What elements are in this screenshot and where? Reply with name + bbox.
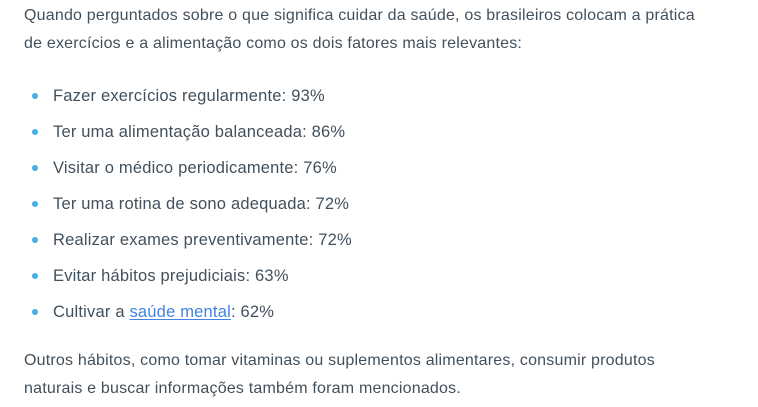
list-item: Ter uma alimentação balanceada: 86% [24, 122, 734, 142]
bullet-dot-icon [32, 237, 38, 243]
list-item-text: Ter uma alimentação balanceada: 86% [53, 123, 346, 141]
list-item-text: Ter uma rotina de sono adequada: 72% [53, 195, 350, 213]
bullet-dot-icon [32, 201, 38, 207]
health-factors-list: Fazer exercícios regularmente: 93% Ter um… [24, 86, 734, 322]
bullet-dot-icon [32, 129, 38, 135]
list-item: Ter uma rotina de sono adequada: 72% [24, 194, 734, 214]
intro-paragraph: Quando perguntados sobre o que significa… [24, 7, 695, 52]
list-item: Visitar o médico periodicamente: 76% [24, 158, 734, 178]
list-item: Cultivar a saúde mental: 62% [24, 302, 734, 322]
list-item-text: Cultivar a saúde mental: 62% [53, 303, 275, 321]
bullet-dot-icon [32, 273, 38, 279]
list-item-text: Realizar exames preventivamente: 72% [53, 231, 352, 249]
bullet-dot-icon [32, 309, 38, 315]
closing-paragraph: Outros hábitos, como tomar vitaminas ou … [24, 352, 655, 397]
list-item-text: Fazer exercícios regularmente: 93% [53, 87, 325, 105]
bullet-dot-icon [32, 93, 38, 99]
bullet-dot-icon [32, 165, 38, 171]
list-item: Evitar hábitos prejudiciais: 63% [24, 266, 734, 286]
list-item-text: Visitar o médico periodicamente: 76% [53, 159, 337, 177]
list-item: Realizar exames preventivamente: 72% [24, 230, 734, 250]
saude-mental-link[interactable]: saúde mental [129, 303, 231, 321]
list-item-text: Evitar hábitos prejudiciais: 63% [53, 267, 289, 285]
list-item: Fazer exercícios regularmente: 93% [24, 86, 734, 106]
